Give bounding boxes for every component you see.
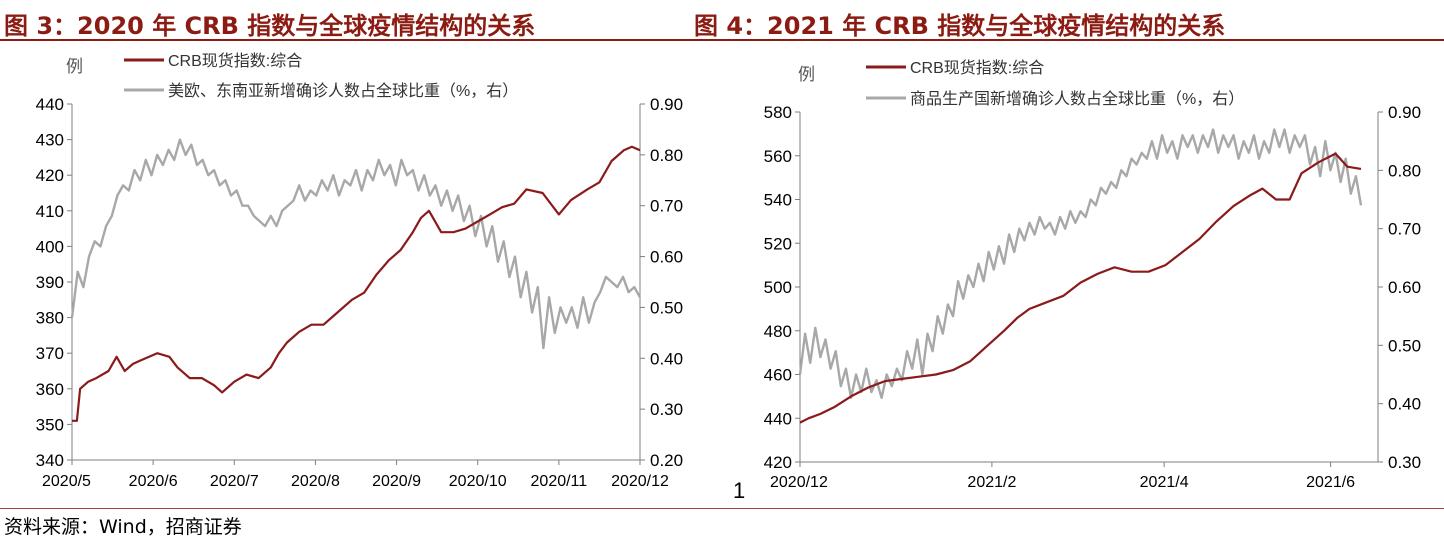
chart2-right-tick-label: 0.90 <box>1388 103 1421 122</box>
chart1-right-tick-label: 0.90 <box>650 95 683 114</box>
footer-divider <box>0 508 1444 509</box>
chart1-x-tick-label: 2020/10 <box>449 473 507 490</box>
left-chart-title: 图 3：2020 年 CRB 指数与全球疫情结构的关系 <box>4 12 536 40</box>
chart2-right-tick-label: 0.40 <box>1388 395 1421 414</box>
chart2-legend-label: CRB现货指数:综合 <box>910 59 1044 77</box>
chart1-right-tick-label: 0.70 <box>650 197 683 216</box>
chart1-left-tick-label: 360 <box>36 380 64 399</box>
chart2-right-tick-label: 0.80 <box>1388 161 1421 180</box>
chart2-left-tick-label: 420 <box>764 453 792 472</box>
chart1-unit-label: 例 <box>66 57 83 76</box>
chart1-right-tick-label: 0.20 <box>650 451 683 470</box>
chart1-left-tick-label: 420 <box>36 166 64 185</box>
chart1-left-tick-label: 440 <box>36 95 64 114</box>
chart1-left-tick-label: 430 <box>36 131 64 150</box>
chart2-right-tick-label: 0.60 <box>1388 278 1421 297</box>
chart2-left-tick-label: 580 <box>764 103 792 122</box>
chart2-left-tick-label: 480 <box>764 322 792 341</box>
page-number: 1 <box>733 478 746 503</box>
chart2-right-tick-label: 0.30 <box>1388 453 1421 472</box>
chart2-right-tick-label: 0.70 <box>1388 220 1421 239</box>
chart1-legend-label: 美欧、东南亚新增确诊人数占全球比重（%，右） <box>168 82 518 100</box>
chart2-series-crb-line <box>799 152 1362 424</box>
chart2-left-tick-label: 520 <box>764 234 792 253</box>
chart1-x-tick-label: 2020/7 <box>210 473 259 490</box>
chart1-left-tick-label: 380 <box>36 309 64 328</box>
chart2-x-tick-label: 2021/4 <box>1140 474 1189 491</box>
chart1-x-tick-label: 2020/5 <box>42 473 91 490</box>
chart1-x-tick-label: 2020/9 <box>372 473 421 490</box>
right-chart-title: 图 4：2021 年 CRB 指数与全球疫情结构的关系 <box>694 12 1226 40</box>
chart2-series-share-line <box>798 128 1363 399</box>
chart2-left-tick-label: 560 <box>764 147 792 166</box>
chart2-legend-label: 商品生产国新增确诊人数占全球比重（%，右） <box>910 90 1244 108</box>
chart2-right-tick-label: 0.50 <box>1388 336 1421 355</box>
source-note: 资料来源：Wind，招商证券 <box>4 516 242 538</box>
chart2-left-tick-label: 460 <box>764 366 792 385</box>
title-divider <box>0 39 1444 41</box>
chart1-x-tick-label: 2020/11 <box>531 473 588 490</box>
chart1-left-tick-label: 350 <box>36 415 64 434</box>
chart1-series-crb-line <box>72 145 641 422</box>
chart2-left-tick-label: 500 <box>764 278 792 297</box>
chart2-x-tick-label: 2021/2 <box>967 474 1016 491</box>
chart1-right-tick-label: 0.50 <box>650 298 683 317</box>
chart2-x-tick-label: 2020/12 <box>770 474 828 491</box>
chart1-x-tick-label: 2020/8 <box>291 473 340 490</box>
chart1-left-tick-label: 340 <box>36 451 64 470</box>
chart2-unit-label: 例 <box>798 65 815 84</box>
chart1-series-share-line <box>70 138 642 350</box>
chart1-right-tick-label: 0.80 <box>650 146 683 165</box>
chart1-right-tick-label: 0.60 <box>650 248 683 267</box>
chart1-left-tick-label: 390 <box>36 273 64 292</box>
chart2-left-tick-label: 440 <box>764 409 792 428</box>
chart1-x-tick-label: 2020/12 <box>611 473 669 490</box>
chart1-left-tick-label: 400 <box>36 237 64 256</box>
chart1-x-tick-label: 2020/6 <box>129 473 178 490</box>
chart1-left-tick-label: 410 <box>36 202 64 221</box>
chart1-left-tick-label: 370 <box>36 344 64 363</box>
chart1-right-tick-label: 0.30 <box>650 400 683 419</box>
chart2-left-tick-label: 540 <box>764 191 792 210</box>
chart1-legend-label: CRB现货指数:综合 <box>168 52 302 70</box>
chart1-right-tick-label: 0.40 <box>650 349 683 368</box>
chart2-x-tick-label: 2021/6 <box>1306 474 1355 491</box>
